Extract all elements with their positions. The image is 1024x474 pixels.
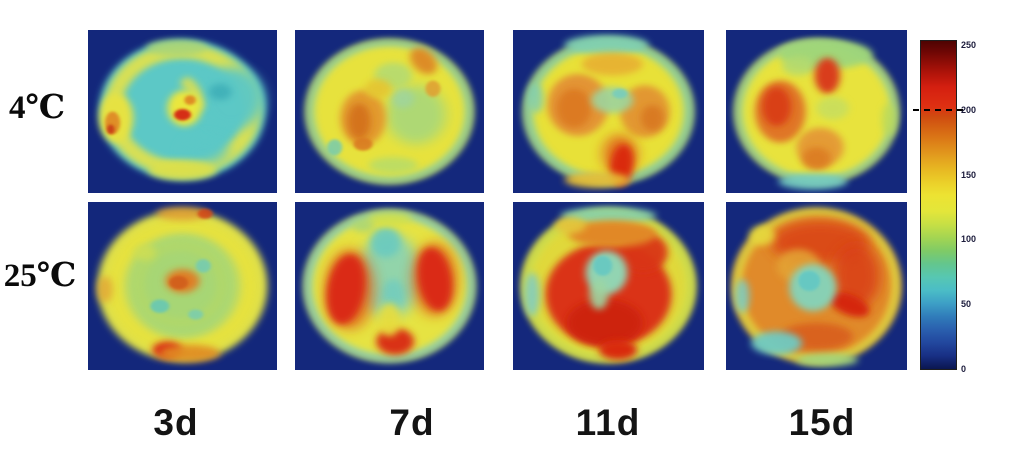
- colorbar-tick-100: 100: [961, 234, 977, 245]
- heatmap-panel-4c-11d: [513, 30, 704, 193]
- colorbar-tick-0: 0: [961, 364, 967, 374]
- col-label-7d: 7d: [389, 402, 435, 443]
- colorbar-tick-150: 150: [961, 169, 977, 180]
- heatmap-panel-4c-3d: [88, 30, 277, 193]
- colorbar-tick-50: 50: [961, 299, 972, 310]
- heatmap-panel-25c-3d: [88, 202, 277, 370]
- colorbar-tick-250: 250: [961, 40, 977, 50]
- row-label-25c: 25℃: [3, 258, 77, 294]
- colorbar-tick-200: 200: [961, 104, 977, 115]
- col-label-3d: 3d: [153, 402, 199, 443]
- heatmap-panel-25c-11d: [513, 202, 704, 370]
- heatmap-panel-25c-7d: [295, 202, 484, 370]
- col-label-15d: 15d: [788, 402, 856, 443]
- heatmap-panel-4c-15d: [726, 30, 907, 193]
- colorbar: [920, 40, 957, 370]
- col-label-11d: 11d: [575, 402, 641, 443]
- heatmap-panel-4c-7d: [295, 30, 484, 193]
- heatmap-panel-25c-15d: [726, 202, 907, 370]
- row-label-4c: 4℃: [8, 90, 66, 126]
- colorbar-threshold-dashed-line: [913, 109, 963, 111]
